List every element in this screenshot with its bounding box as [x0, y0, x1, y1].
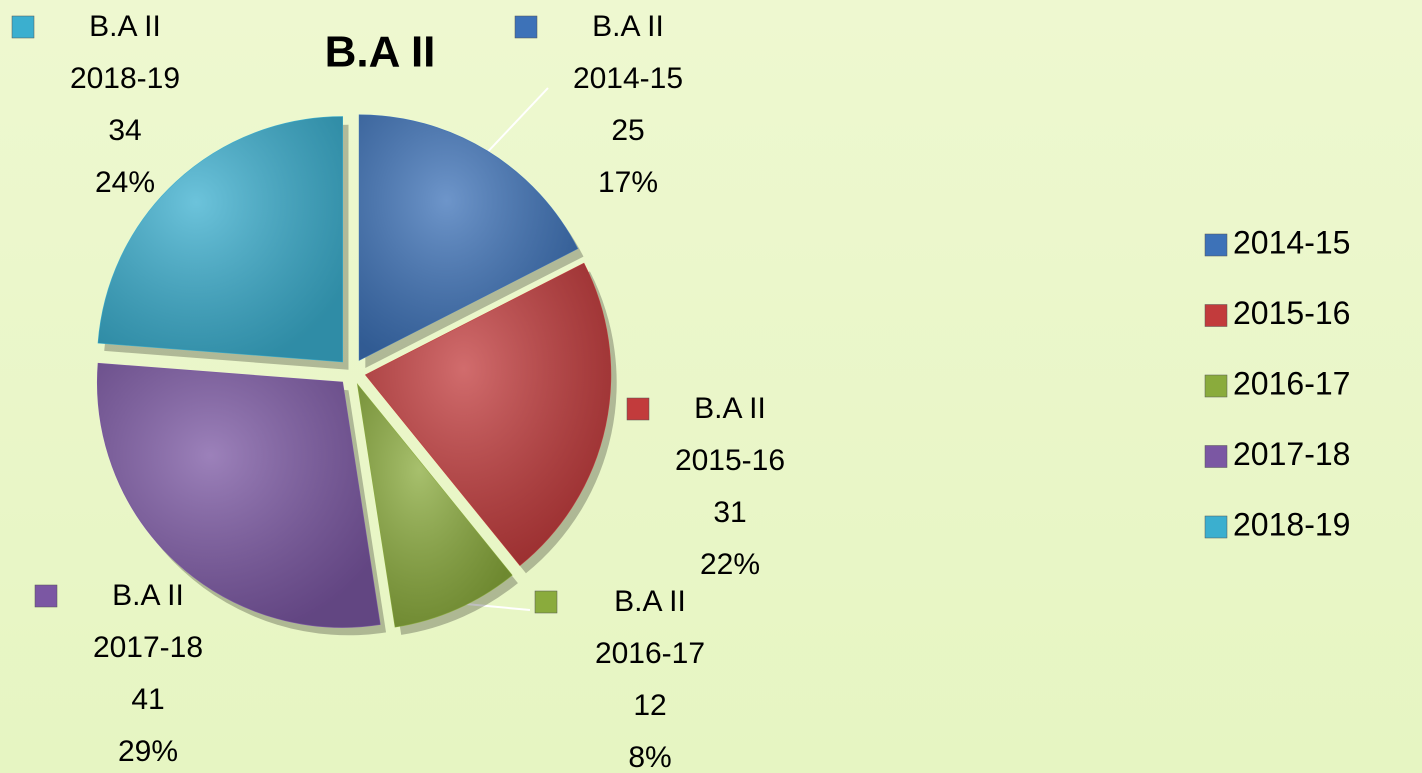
- label-key: [626, 397, 650, 421]
- data-label: 2015-16: [675, 444, 785, 477]
- data-label: 2016-17: [595, 637, 705, 670]
- data-label: 41: [131, 683, 164, 716]
- slice-shine: [97, 363, 381, 628]
- slice-shine: [98, 116, 343, 362]
- legend-key: [1204, 374, 1228, 398]
- label-key: [534, 590, 558, 614]
- data-label: B.A II: [614, 585, 686, 618]
- label-key: [514, 15, 538, 39]
- chart-title: B.A II: [325, 28, 436, 77]
- legend-label: 2017-18: [1233, 436, 1350, 472]
- legend-key: [1204, 233, 1228, 257]
- legend-key: [1204, 445, 1228, 468]
- label-key: [11, 15, 35, 39]
- data-label: 2017-18: [93, 631, 203, 664]
- legend-key: [1204, 304, 1228, 327]
- data-label: 29%: [118, 735, 178, 768]
- data-label: 2014-15: [573, 62, 683, 95]
- data-label: 24%: [95, 166, 155, 199]
- data-label: 8%: [628, 741, 671, 773]
- slice-shine: [357, 384, 512, 627]
- legend-label: 2014-15: [1233, 224, 1350, 260]
- legend-label: 2016-17: [1233, 365, 1350, 401]
- data-label: 34: [108, 114, 141, 147]
- data-label: B.A II: [694, 392, 766, 425]
- data-label: 22%: [700, 548, 760, 581]
- legend-label: 2018-19: [1233, 506, 1350, 542]
- data-label: 31: [713, 496, 746, 529]
- data-label: B.A II: [89, 10, 161, 43]
- data-label: 12: [633, 689, 666, 722]
- leader-line: [479, 87, 549, 161]
- slice-shine: [359, 115, 578, 361]
- label-key: [34, 584, 58, 608]
- data-label: 17%: [598, 166, 658, 199]
- data-label: B.A II: [592, 10, 664, 43]
- data-label: 25: [611, 114, 644, 147]
- data-label: 2018-19: [70, 62, 180, 95]
- slice-shine: [365, 263, 611, 566]
- data-label: B.A II: [112, 579, 184, 612]
- legend-label: 2015-16: [1233, 295, 1350, 331]
- legend-key: [1204, 515, 1228, 539]
